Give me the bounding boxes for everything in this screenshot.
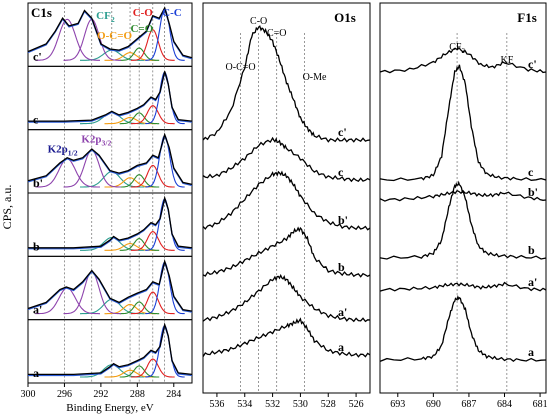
o1s-frame: [202, 2, 371, 394]
c1s-x-tick-label: 296: [57, 389, 72, 400]
c1s-subpanel-frame: [27, 319, 193, 384]
o1s-series-label: b: [338, 260, 345, 274]
f1s-x-tick-label: 681: [533, 399, 548, 410]
c1s-title: C1s: [31, 5, 52, 20]
f1s-x-tick-label: 690: [426, 399, 441, 410]
f1s-panel: c' c b' b a' a 693 690 687 684 681 Binding energy, …: [379, 2, 548, 414]
f1s-spectrum: [379, 295, 547, 363]
f1s-x-tick-label: 687: [461, 399, 476, 410]
c1s-component-label: C=O: [130, 23, 153, 35]
o1s-spectrum: [202, 317, 371, 358]
c1s-subpanel-frame: [27, 192, 193, 257]
c1s-component-label: CF2: [96, 10, 115, 24]
c1s-component-c-o: [119, 238, 160, 251]
f1s-x-axis-label: Binding energy, eV: [420, 412, 506, 414]
o1s-series-label: c': [338, 125, 347, 139]
f1s-frame: [379, 2, 547, 394]
c1s-component-c-o: [119, 112, 160, 125]
c1s-spectrum: [28, 322, 193, 376]
f1s-spectrum: [379, 180, 547, 260]
o1s-x-tick-label: 536: [209, 399, 224, 410]
f1s-spectrum: [379, 64, 547, 182]
f1s-spectrum: [379, 46, 547, 74]
c1s-series-label: a: [33, 366, 39, 380]
c1s-x-tick-label: 300: [21, 389, 36, 400]
c1s-subpanel-frame: [27, 255, 193, 321]
f1s-peak-label: CF2: [449, 42, 465, 55]
c1s-series-label: b: [33, 239, 40, 253]
c1s-x-tick-label: 284: [166, 389, 181, 400]
o1s-spectrum: [202, 226, 371, 278]
o1s-spectrum: [202, 136, 371, 183]
c1s-spectrum: [27, 6, 193, 59]
c1s-k2p32-label: K2p3/2: [81, 134, 111, 148]
c1s-component-c-o: [119, 301, 160, 315]
o1s-spectrum: [202, 273, 371, 323]
c1s-spectrum: [28, 195, 193, 249]
c1s-spectrum: [28, 71, 193, 122]
o1s-x-tick-label: 532: [265, 399, 280, 410]
o1s-spectrum: [202, 170, 371, 231]
c1s-component-c-o: [131, 164, 175, 188]
c1s-k2p12-label: K2p1/2: [48, 144, 78, 158]
c1s-component-c-o: [119, 365, 160, 378]
c1s-spectrum: [27, 258, 193, 312]
c1s-x-axis-label: Binding Energy, eV: [66, 402, 153, 414]
f1s-series-label: a: [528, 345, 534, 359]
c1s-series-label: b': [33, 176, 43, 190]
o1s-peak-label: C=O: [267, 28, 287, 39]
f1s-spectrum: [379, 281, 547, 292]
o1s-spectrum: [202, 25, 371, 143]
c1s-series-label: a': [33, 303, 42, 317]
c1s-component-c-o: [119, 47, 160, 61]
f1s-x-tick-label: 684: [497, 399, 512, 410]
c1s-series-label: c: [33, 113, 39, 127]
c1s-component-cf2: [80, 111, 145, 125]
o1s-peak-label: C-O: [250, 16, 267, 27]
f1s-peak-label: KF: [500, 55, 513, 66]
c1s-component-k2p1-2: [35, 287, 100, 315]
o1s-x-axis-label: Binding energy, eV: [244, 412, 330, 414]
c1s-component-label: C-C: [162, 7, 182, 19]
c1s-subpanel-frame: [27, 65, 193, 131]
f1s-spectrum: [379, 189, 547, 202]
c1s-component-c-o: [131, 291, 175, 315]
c1s-component-c-o: [119, 174, 160, 188]
c1s-panel: c' c b' b a' a C1s CF2 O-C=OC=O C-O C-C K2p1/2K2p3/…: [21, 2, 193, 414]
c1s-component-c-o: [131, 231, 175, 251]
c1s-x-tick-label: 292: [93, 389, 108, 400]
f1s-title: F1s: [517, 10, 537, 25]
o1s-series-label: a': [338, 305, 347, 319]
c1s-component-label: O-C=O: [97, 30, 132, 42]
f1s-series-label: c': [528, 57, 537, 71]
o1s-peak-label: O-C=O: [226, 62, 256, 73]
c1s-component-label: C-O: [133, 7, 154, 19]
c1s-component-c-o: [131, 29, 175, 61]
o1s-peak-label: O-Me: [303, 72, 327, 83]
o1s-x-tick-label: 526: [349, 399, 364, 410]
o1s-x-tick-label: 528: [321, 399, 336, 410]
o1s-x-tick-label: 530: [293, 399, 308, 410]
c1s-component-k2p1-2: [35, 18, 100, 61]
f1s-x-tick-label: 693: [390, 399, 405, 410]
c1s-component-k2p1-2: [35, 158, 100, 188]
y-axis-label: CPS, a.u.: [0, 185, 14, 230]
o1s-series-label: c: [338, 165, 344, 179]
c1s-series-label: c': [33, 49, 42, 63]
f1s-series-label: a': [528, 275, 537, 289]
c1s-spectrum: [27, 132, 193, 186]
f1s-series-label: b': [528, 185, 538, 199]
f1s-series-label: c: [528, 165, 534, 179]
o1s-series-label: a: [338, 340, 344, 354]
o1s-x-tick-label: 534: [237, 399, 252, 410]
o1s-series-label: b': [338, 213, 348, 227]
c1s-x-tick-label: 288: [130, 389, 145, 400]
o1s-panel: c' c b' b a' a 536 534 532 530 528 526 Binding energ…: [202, 2, 371, 414]
c1s-component-c-o: [131, 358, 175, 378]
f1s-series-label: b: [528, 243, 535, 257]
o1s-title: O1s: [334, 10, 356, 25]
c1s-component-c-o: [131, 105, 175, 125]
